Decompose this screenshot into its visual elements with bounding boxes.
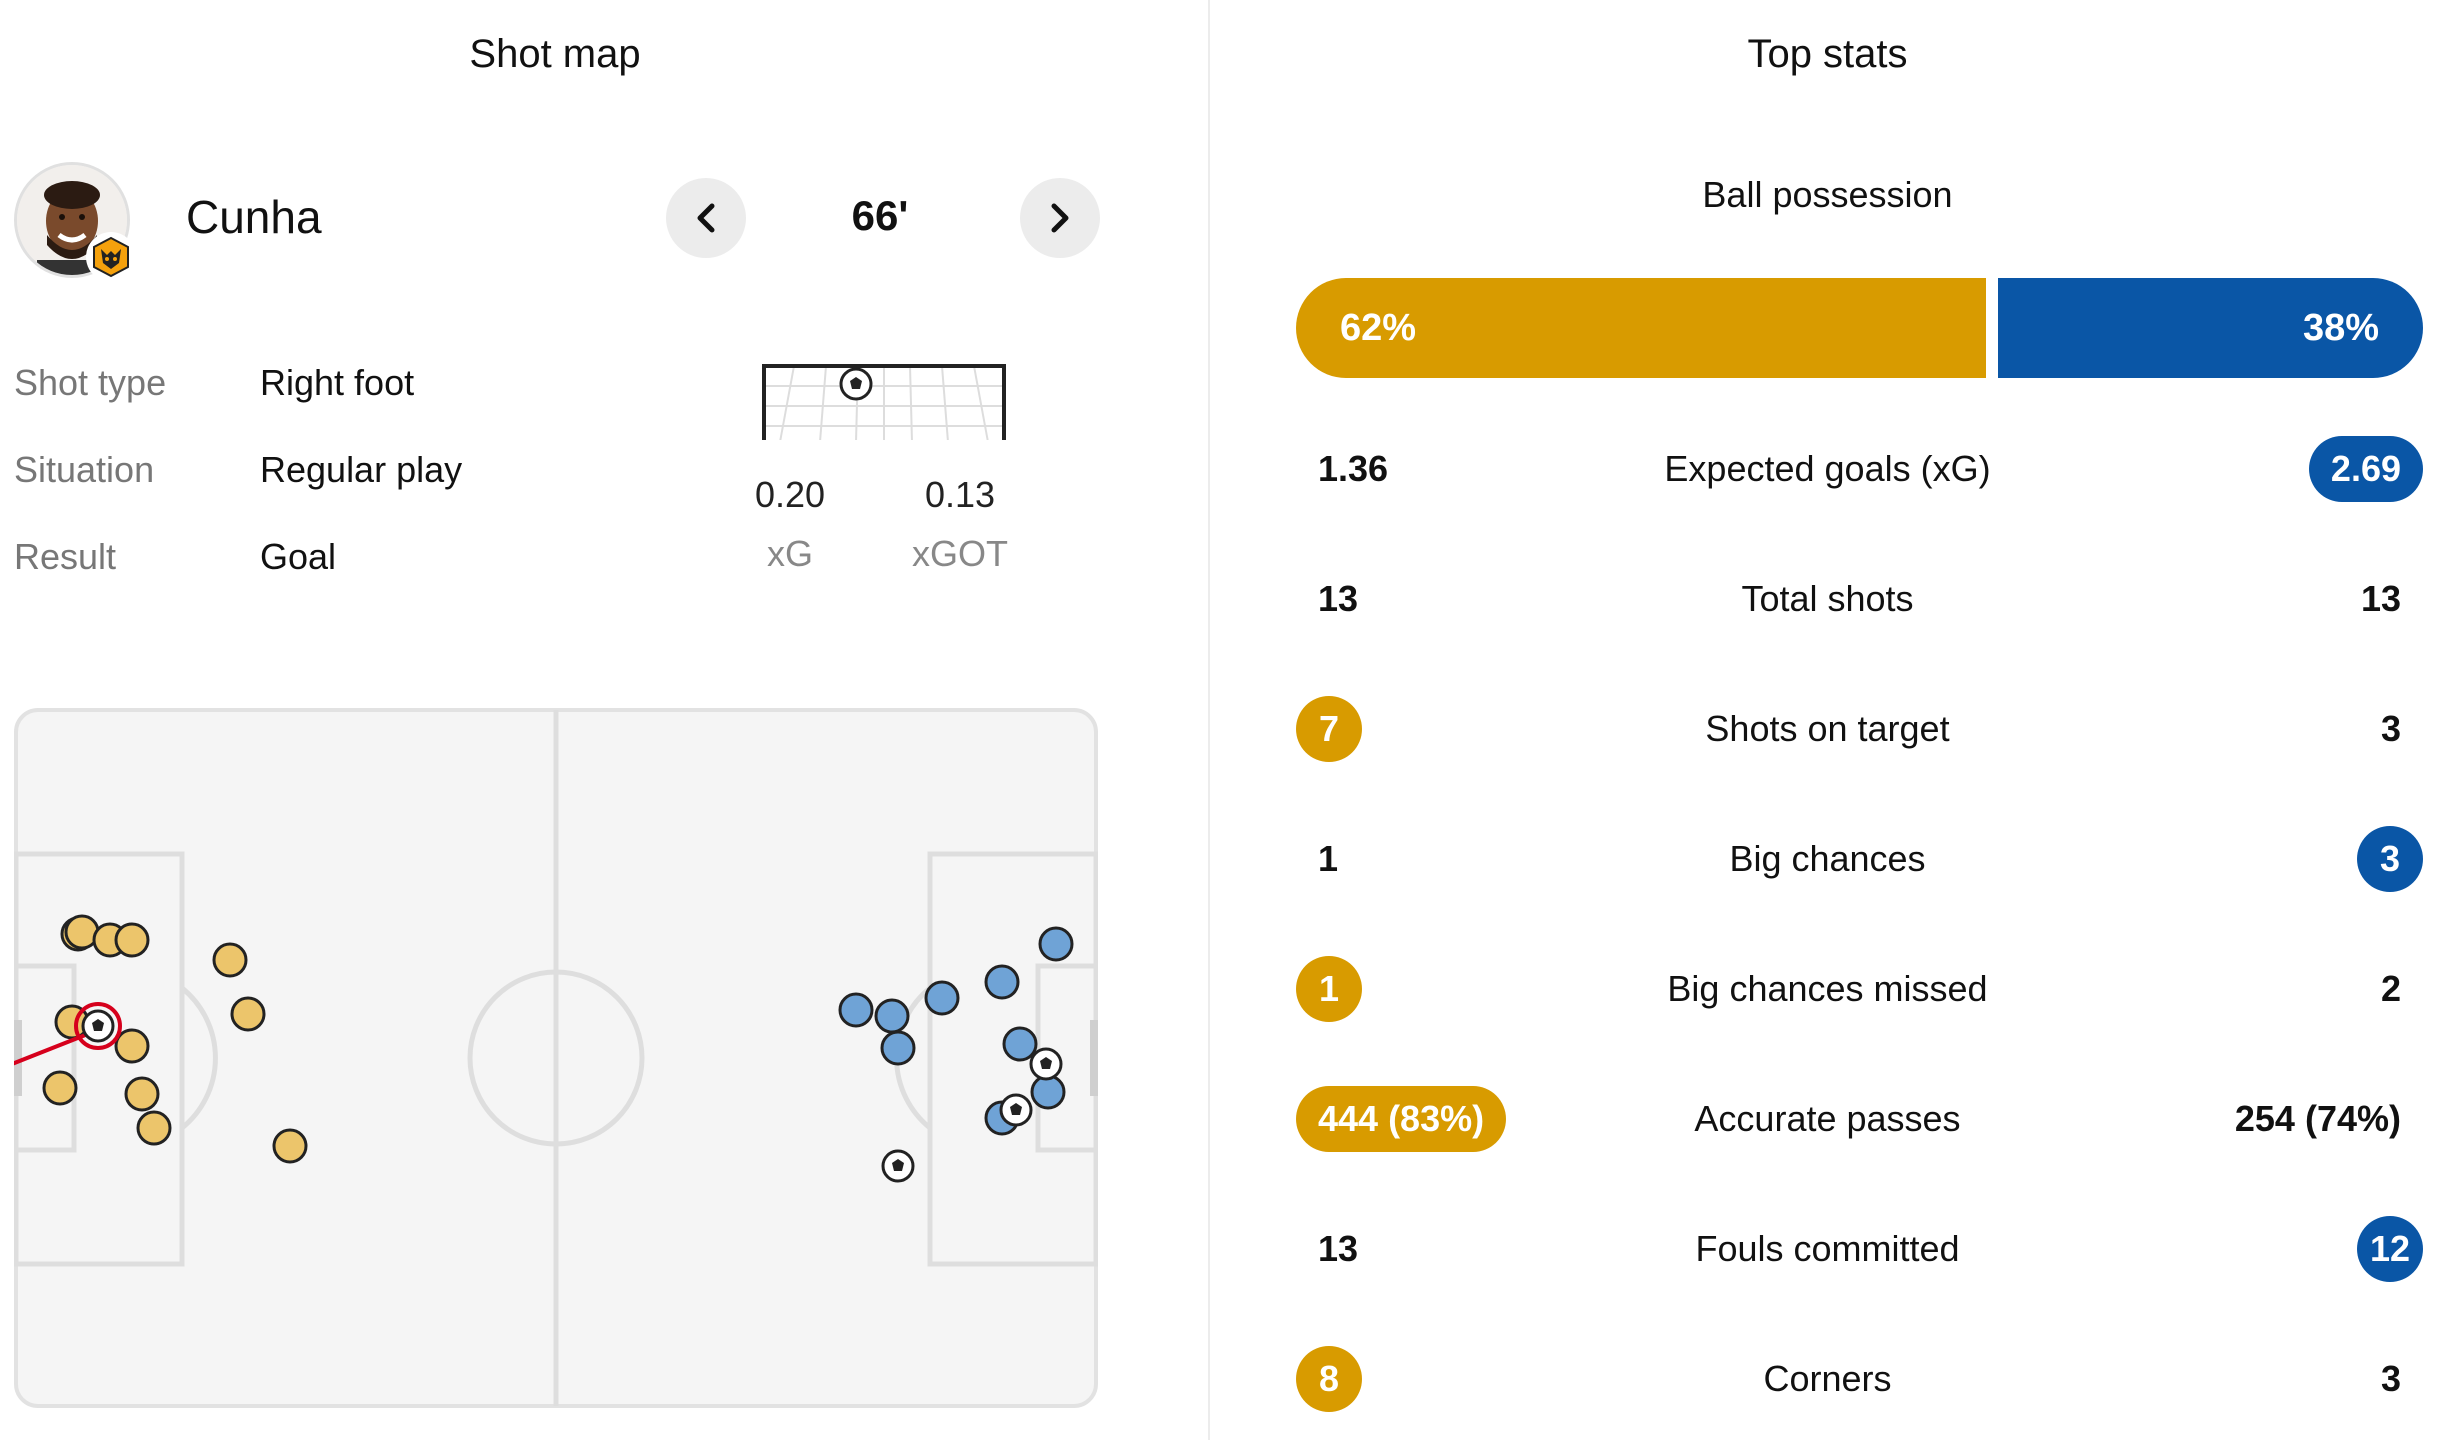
away-shot bbox=[874, 998, 910, 1034]
stat-label: Shots on target bbox=[1705, 708, 1950, 749]
stat-label: Accurate passes bbox=[1694, 1098, 1961, 1139]
away-shot bbox=[880, 1030, 916, 1066]
stat-row-corners: 8 Corners 3 bbox=[1210, 1346, 2445, 1416]
stat-row-big-chances-missed: 1 Big chances missed 2 bbox=[1210, 956, 2445, 1026]
home-shot bbox=[212, 942, 248, 978]
top-stats-panel: Top stats Ball possession 62% 38% 1.36 E… bbox=[1210, 0, 2445, 1440]
stat-away-value: 2 bbox=[2380, 968, 2401, 1009]
stat-label: Big chances missed bbox=[1667, 968, 1988, 1009]
xgot-value: 0.13 bbox=[924, 474, 996, 515]
selected-shot-trajectory bbox=[14, 1028, 99, 1066]
selected-goal-ball-icon bbox=[81, 1009, 115, 1043]
stat-away-value: 254 (74%) bbox=[2234, 1098, 2401, 1139]
stat-row-shots-on-target: 7 Shots on target 3 bbox=[1210, 696, 2445, 766]
stat-label: Expected goals (xG) bbox=[1664, 448, 1991, 489]
stat-away-value: 3 bbox=[2380, 708, 2401, 749]
stat-away-value: 3 bbox=[2380, 1358, 2401, 1399]
shot-map-title: Shot map bbox=[469, 32, 641, 76]
away-shot bbox=[838, 992, 874, 1028]
right-goal-icon bbox=[1090, 1020, 1098, 1096]
stat-home-value: 13 bbox=[1318, 1228, 1359, 1269]
possession-away: 38% bbox=[1998, 278, 2423, 378]
panel-divider bbox=[1208, 0, 1210, 1440]
stat-row-xg: 1.36 Expected goals (xG) 2.69 bbox=[1210, 436, 2445, 506]
home-shot bbox=[136, 1110, 172, 1146]
stat-label: Fouls committed bbox=[1695, 1228, 1960, 1269]
possession-label: Ball possession bbox=[1702, 174, 1953, 215]
home-shots bbox=[42, 914, 308, 1164]
situation-label: Situation bbox=[14, 449, 155, 490]
home-shot bbox=[114, 922, 150, 958]
next-shot-button[interactable] bbox=[1020, 178, 1100, 258]
stat-away-value: 2.69 bbox=[2308, 436, 2423, 502]
home-shot bbox=[272, 1128, 308, 1164]
home-shot bbox=[42, 1070, 78, 1106]
away-shot bbox=[1002, 1026, 1038, 1062]
stat-home-value: 8 bbox=[1296, 1346, 1362, 1412]
stat-label: Corners bbox=[1763, 1358, 1892, 1399]
stat-away-value: 13 bbox=[2360, 578, 2401, 619]
chevron-left-icon bbox=[697, 203, 715, 233]
away-goal-ball-icon bbox=[999, 1093, 1033, 1127]
stat-away-value: 12 bbox=[2357, 1216, 2423, 1282]
stat-row-accurate-passes: 444 (83%) Accurate passes 254 (74%) bbox=[1210, 1086, 2445, 1156]
xgot-label: xGOT bbox=[912, 533, 1008, 574]
stat-away-value: 3 bbox=[2357, 826, 2423, 892]
result-label: Result bbox=[14, 536, 117, 577]
away-goal-ball-icon bbox=[881, 1149, 915, 1183]
stat-home-value: 13 bbox=[1318, 578, 1359, 619]
away-shot bbox=[1038, 926, 1074, 962]
away-shot bbox=[984, 964, 1020, 1000]
shot-minute: 66' bbox=[851, 192, 909, 239]
stat-label: Big chances bbox=[1729, 838, 1926, 879]
stat-home-value: 444 (83%) bbox=[1296, 1086, 1507, 1152]
top-stats-title: Top stats bbox=[1747, 32, 1908, 76]
shot-map-pitch[interactable] bbox=[14, 708, 1098, 1408]
shot-type-label: Shot type bbox=[14, 362, 167, 403]
previous-shot-button[interactable] bbox=[666, 178, 746, 258]
xg-value: 0.20 bbox=[754, 474, 826, 515]
stat-home-value: 1.36 bbox=[1318, 448, 1389, 489]
away-goal-ball-icon bbox=[1029, 1047, 1063, 1081]
result-value: Goal bbox=[260, 536, 337, 577]
ball-in-goal-icon bbox=[839, 367, 873, 401]
shot-type-value: Right foot bbox=[260, 362, 415, 403]
player-avatar[interactable] bbox=[14, 162, 130, 278]
possession-bar: 62% 38% bbox=[1296, 278, 2423, 378]
stat-home-value: 1 bbox=[1296, 956, 1362, 1022]
stat-home-value: 7 bbox=[1296, 696, 1362, 762]
stat-row-total-shots: 13 Total shots 13 bbox=[1210, 566, 2445, 636]
away-shot bbox=[1030, 1074, 1066, 1110]
stat-row-big-chances: 1 Big chances 3 bbox=[1210, 826, 2445, 896]
stat-row-fouls: 13 Fouls committed 12 bbox=[1210, 1216, 2445, 1286]
selected-shot-ring bbox=[74, 1002, 122, 1050]
stat-home-value: 1 bbox=[1318, 838, 1339, 879]
wolves-badge-icon bbox=[86, 232, 136, 282]
left-goal-icon bbox=[14, 1020, 22, 1096]
away-shot bbox=[924, 980, 960, 1016]
stat-label: Total shots bbox=[1741, 578, 1914, 619]
player-name[interactable]: Cunha bbox=[186, 191, 322, 243]
home-shot bbox=[114, 1028, 150, 1064]
situation-value: Regular play bbox=[260, 449, 463, 490]
possession-home: 62% bbox=[1296, 278, 1986, 378]
shot-map-panel: Shot map Cunha 66' Shot type bbox=[0, 0, 1208, 1440]
xg-label: xG bbox=[766, 533, 813, 574]
home-shot bbox=[124, 1076, 160, 1112]
chevron-right-icon bbox=[1051, 203, 1069, 233]
goal-frame-icon bbox=[760, 364, 1008, 446]
home-shot bbox=[230, 996, 266, 1032]
